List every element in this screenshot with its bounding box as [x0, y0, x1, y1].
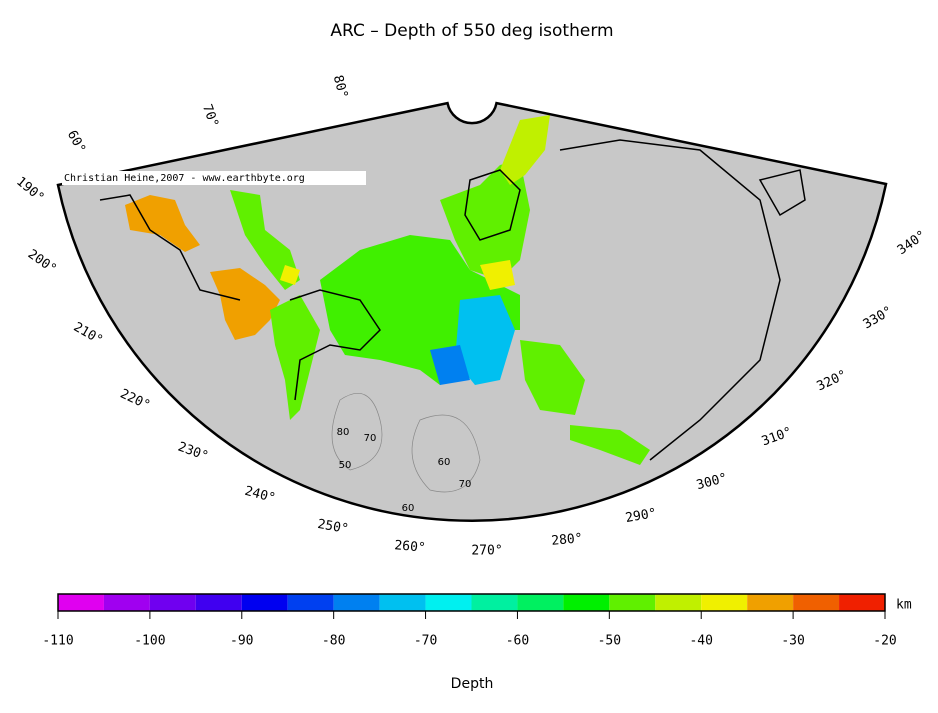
colorbar-bin — [425, 594, 472, 611]
latitude-label: 80° — [330, 74, 351, 101]
colorbar-bin — [195, 594, 242, 611]
map: 190° 200° 210° 220° 230° 240° 250° 260° 270° 280°… — [13, 74, 929, 559]
colorbar-bin — [563, 594, 610, 611]
colorbar-tick-label: -30 — [781, 634, 804, 649]
colorbar-bin — [471, 594, 518, 611]
colorbar-tick-label: -90 — [230, 634, 253, 649]
longitude-label: 230° — [176, 440, 211, 465]
colorbar: -110 -100 -90 -80 -70 -60 -50 -40 -30 -20 km Depth — [42, 593, 912, 692]
colorbar-bin — [333, 594, 380, 611]
colorbar-bin — [701, 594, 748, 611]
colorbar-bin — [747, 594, 794, 611]
colorbar-bin — [287, 594, 334, 611]
colorbar-bin — [103, 594, 150, 611]
contour-label: 60 — [438, 457, 451, 468]
longitude-label: 200° — [25, 247, 59, 277]
colorbar-bin — [609, 594, 656, 611]
credit: Christian Heine,2007 - www.earthbyte.org — [64, 173, 305, 184]
colorbar-label: Depth — [451, 676, 494, 692]
colorbar-frame — [57, 593, 886, 612]
colorbar-bin — [58, 594, 104, 611]
latitude-label: 60° — [64, 128, 88, 156]
contours — [331, 392, 481, 493]
colorbar-tick-label: -100 — [134, 634, 165, 649]
longitude-label: 280° — [551, 531, 584, 549]
credit-background — [62, 171, 366, 185]
longitude-label: 340° — [895, 228, 929, 258]
longitude-label: 320° — [815, 368, 850, 395]
colorbar-tick-label: -20 — [873, 634, 896, 649]
colorbar-tick-label: -50 — [598, 634, 621, 649]
longitude-label: 310° — [760, 425, 795, 450]
colorbar-tick-label: -80 — [322, 634, 345, 649]
colorbar-bin — [379, 594, 426, 611]
coastlines — [99, 139, 806, 461]
contour-label: 60 — [402, 503, 415, 514]
depth-patches — [125, 115, 650, 465]
colorbar-bin — [149, 594, 196, 611]
contour-label: 70 — [459, 479, 472, 490]
longitude-label: 300° — [695, 471, 729, 494]
contour-label: 50 — [339, 460, 352, 471]
longitude-label: 290° — [624, 506, 657, 526]
longitude-label: 240° — [243, 484, 277, 507]
colorbar-bin — [793, 594, 840, 611]
colorbar-bin — [839, 594, 885, 611]
colorbar-bin — [655, 594, 702, 611]
map-frame — [56, 101, 888, 522]
longitude-label: 260° — [394, 538, 427, 556]
longitude-label: 190° — [13, 174, 47, 206]
longitude-label: 270° — [471, 544, 502, 559]
longitude-label: 250° — [316, 517, 349, 537]
colorbar-unit: km — [896, 598, 912, 613]
longitude-label: 330° — [861, 304, 896, 333]
colorbar-tick-label: -40 — [689, 634, 712, 649]
colorbar-bin — [241, 594, 288, 611]
contour-label: 80 — [337, 427, 350, 438]
colorbar-tick-label: -60 — [506, 634, 529, 649]
colorbar-tick-label: -70 — [414, 634, 437, 649]
longitude-label: 220° — [118, 387, 153, 414]
colorbar-tick-label: -110 — [42, 634, 73, 649]
title: ARC – Depth of 550 deg isotherm — [330, 21, 613, 41]
contour-label: 70 — [364, 433, 377, 444]
longitude-label: 210° — [71, 320, 106, 349]
latitude-label: 70° — [199, 102, 221, 129]
colorbar-bin — [517, 594, 564, 611]
